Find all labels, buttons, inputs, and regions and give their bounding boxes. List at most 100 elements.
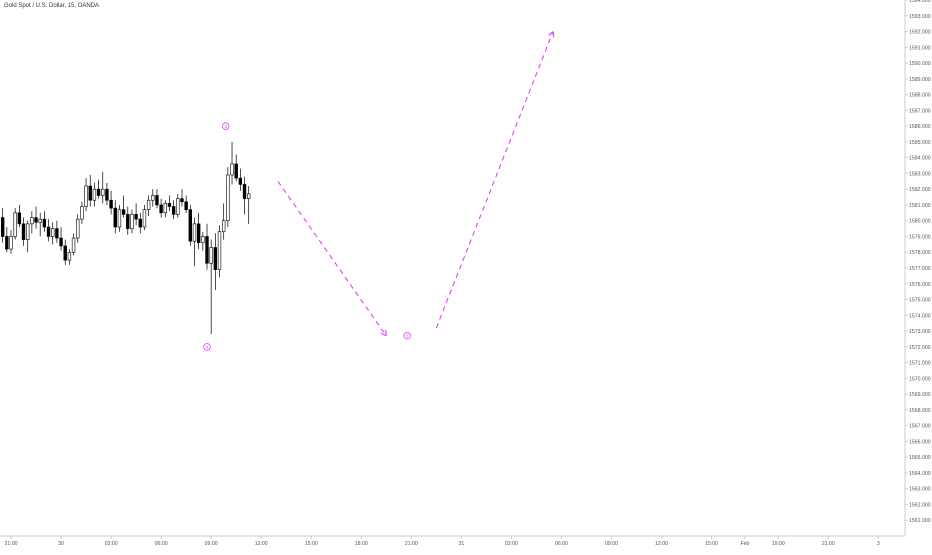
price-tick-label: 1574.000 (909, 313, 931, 319)
time-tick-label: 06:00 (155, 541, 168, 547)
time-tick-label: 03:00 (505, 541, 518, 547)
price-tick-label: 1569.000 (909, 392, 931, 398)
candle (142, 204, 147, 231)
candle (30, 211, 34, 234)
candle-body (96, 188, 101, 196)
candle (21, 217, 26, 246)
wave-label-circle (203, 343, 211, 351)
candle (180, 189, 184, 207)
time-tick-label: 09:00 (205, 541, 218, 547)
arrow-head (548, 31, 554, 36)
candle-body (105, 188, 109, 201)
arrow-head (385, 329, 387, 336)
candle (226, 167, 230, 228)
price-tick-label: 1593.000 (909, 14, 931, 20)
price-tick-label: 1568.000 (909, 408, 931, 414)
price-tick-label: 1587.000 (909, 108, 931, 114)
candle-body (30, 217, 34, 225)
candle-body (221, 220, 226, 233)
candle-body (21, 223, 26, 240)
price-tick-label: 1580.000 (909, 219, 931, 225)
price-axis[interactable]: 1561.000 1562.000 1563.000 1564.000 1565.000… (904, 0, 931, 536)
candle-body (46, 226, 51, 237)
price-tick-label: 1561.000 (909, 518, 931, 524)
price-tick-label: 1562.000 (909, 502, 931, 508)
arrow-shaft (277, 180, 387, 337)
wave-label: 3 (222, 122, 230, 130)
candle (176, 193, 180, 218)
time-tick-label: 31 (458, 541, 464, 547)
price-tick-label: 1578.000 (909, 250, 931, 256)
candle (117, 204, 122, 232)
candle (242, 176, 247, 215)
wave-label-text: 5 (406, 334, 409, 340)
candle (105, 182, 109, 205)
candle (84, 178, 88, 212)
candle-body (25, 223, 30, 240)
candle (59, 227, 63, 251)
candle (238, 168, 243, 191)
price-tick-label: 1566.000 (909, 439, 931, 445)
candle (34, 206, 38, 229)
candle (76, 214, 80, 243)
candle-body (38, 218, 42, 223)
candle (163, 200, 167, 218)
candles-layer (0, 141, 251, 335)
candle-body (101, 188, 105, 196)
time-axis[interactable]: 21:00 30 03:00 06:00 09:00 12:00 15:00 18:00 21:… (0, 535, 905, 547)
price-tick-label: 1582.000 (909, 187, 931, 193)
candle-body (226, 174, 230, 222)
candle (188, 204, 193, 246)
wave-label-text: 3 (224, 124, 227, 130)
price-tick-label: 1590.000 (909, 61, 931, 67)
candle-body (59, 237, 63, 247)
candle (0, 208, 5, 243)
candle-body (55, 228, 59, 239)
candle-body (113, 207, 117, 228)
time-tick-label: 21:00 (5, 541, 18, 547)
candle-body (151, 195, 155, 201)
candle-body (17, 212, 22, 225)
candle (138, 212, 142, 234)
candle-body (121, 209, 126, 215)
candle-body (80, 206, 84, 220)
candle (213, 233, 218, 291)
price-tick-label: 1586.000 (909, 124, 931, 130)
candle (101, 171, 105, 204)
candle-body (13, 212, 17, 237)
candle-body (163, 203, 167, 214)
candle (121, 195, 126, 218)
time-tick-label: 18:00 (355, 541, 368, 547)
candle-body (130, 214, 134, 229)
candle-body (42, 218, 47, 228)
arrow-shaft (435, 31, 554, 329)
candle (217, 225, 222, 278)
candle (80, 201, 84, 224)
candle-body (0, 217, 5, 237)
price-tick-label: 1570.000 (909, 376, 931, 382)
candle-body (9, 236, 13, 250)
candle (230, 141, 234, 185)
candle-body (51, 228, 55, 237)
candle (17, 204, 22, 228)
candle-body (109, 199, 113, 209)
candle (192, 217, 197, 267)
candle (113, 200, 117, 234)
price-tick-label: 1577.000 (909, 266, 931, 272)
candle (9, 230, 13, 254)
price-tick-label: 1583.000 (909, 171, 931, 177)
candle (184, 195, 188, 213)
candle-body (146, 199, 151, 210)
price-tick-label: 1576.000 (909, 282, 931, 288)
time-tick-label: 15:00 (705, 541, 718, 547)
candle-body (134, 214, 138, 220)
annotations-layer: 3 4 5 (203, 31, 555, 351)
candle (196, 212, 201, 250)
candle (96, 179, 101, 199)
candle-body (176, 198, 180, 215)
candle (209, 239, 213, 335)
price-tick-label: 1565.000 (909, 455, 931, 461)
arrow-head (380, 332, 387, 337)
